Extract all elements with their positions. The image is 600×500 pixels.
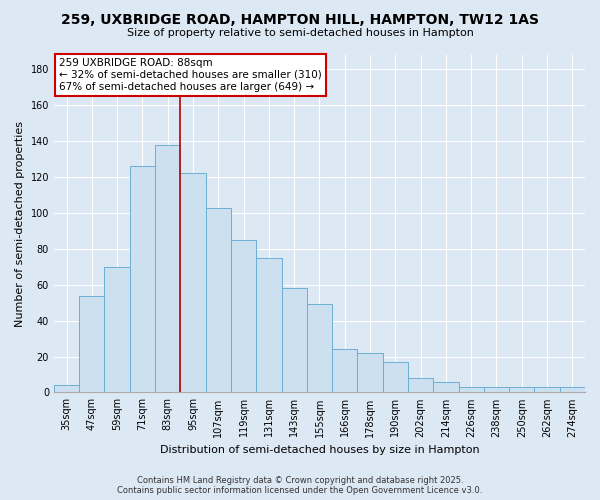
Bar <box>256 258 281 392</box>
Bar <box>458 387 484 392</box>
Bar <box>383 362 408 392</box>
X-axis label: Distribution of semi-detached houses by size in Hampton: Distribution of semi-detached houses by … <box>160 445 479 455</box>
Bar <box>104 267 130 392</box>
Bar <box>281 288 307 393</box>
Bar <box>307 304 332 392</box>
Bar <box>181 174 206 392</box>
Bar <box>54 386 79 392</box>
Bar <box>155 144 181 392</box>
Bar <box>484 387 509 392</box>
Text: 259 UXBRIDGE ROAD: 88sqm
← 32% of semi-detached houses are smaller (310)
67% of : 259 UXBRIDGE ROAD: 88sqm ← 32% of semi-d… <box>59 58 322 92</box>
Y-axis label: Number of semi-detached properties: Number of semi-detached properties <box>15 120 25 326</box>
Bar <box>408 378 433 392</box>
Bar <box>509 387 535 392</box>
Bar <box>130 166 155 392</box>
Bar <box>332 350 358 393</box>
Bar <box>206 208 231 392</box>
Bar <box>560 387 585 392</box>
Bar <box>358 353 383 393</box>
Text: Contains HM Land Registry data © Crown copyright and database right 2025.
Contai: Contains HM Land Registry data © Crown c… <box>118 476 482 495</box>
Bar <box>79 296 104 392</box>
Bar <box>535 387 560 392</box>
Text: Size of property relative to semi-detached houses in Hampton: Size of property relative to semi-detach… <box>127 28 473 38</box>
Bar <box>231 240 256 392</box>
Text: 259, UXBRIDGE ROAD, HAMPTON HILL, HAMPTON, TW12 1AS: 259, UXBRIDGE ROAD, HAMPTON HILL, HAMPTO… <box>61 12 539 26</box>
Bar <box>433 382 458 392</box>
